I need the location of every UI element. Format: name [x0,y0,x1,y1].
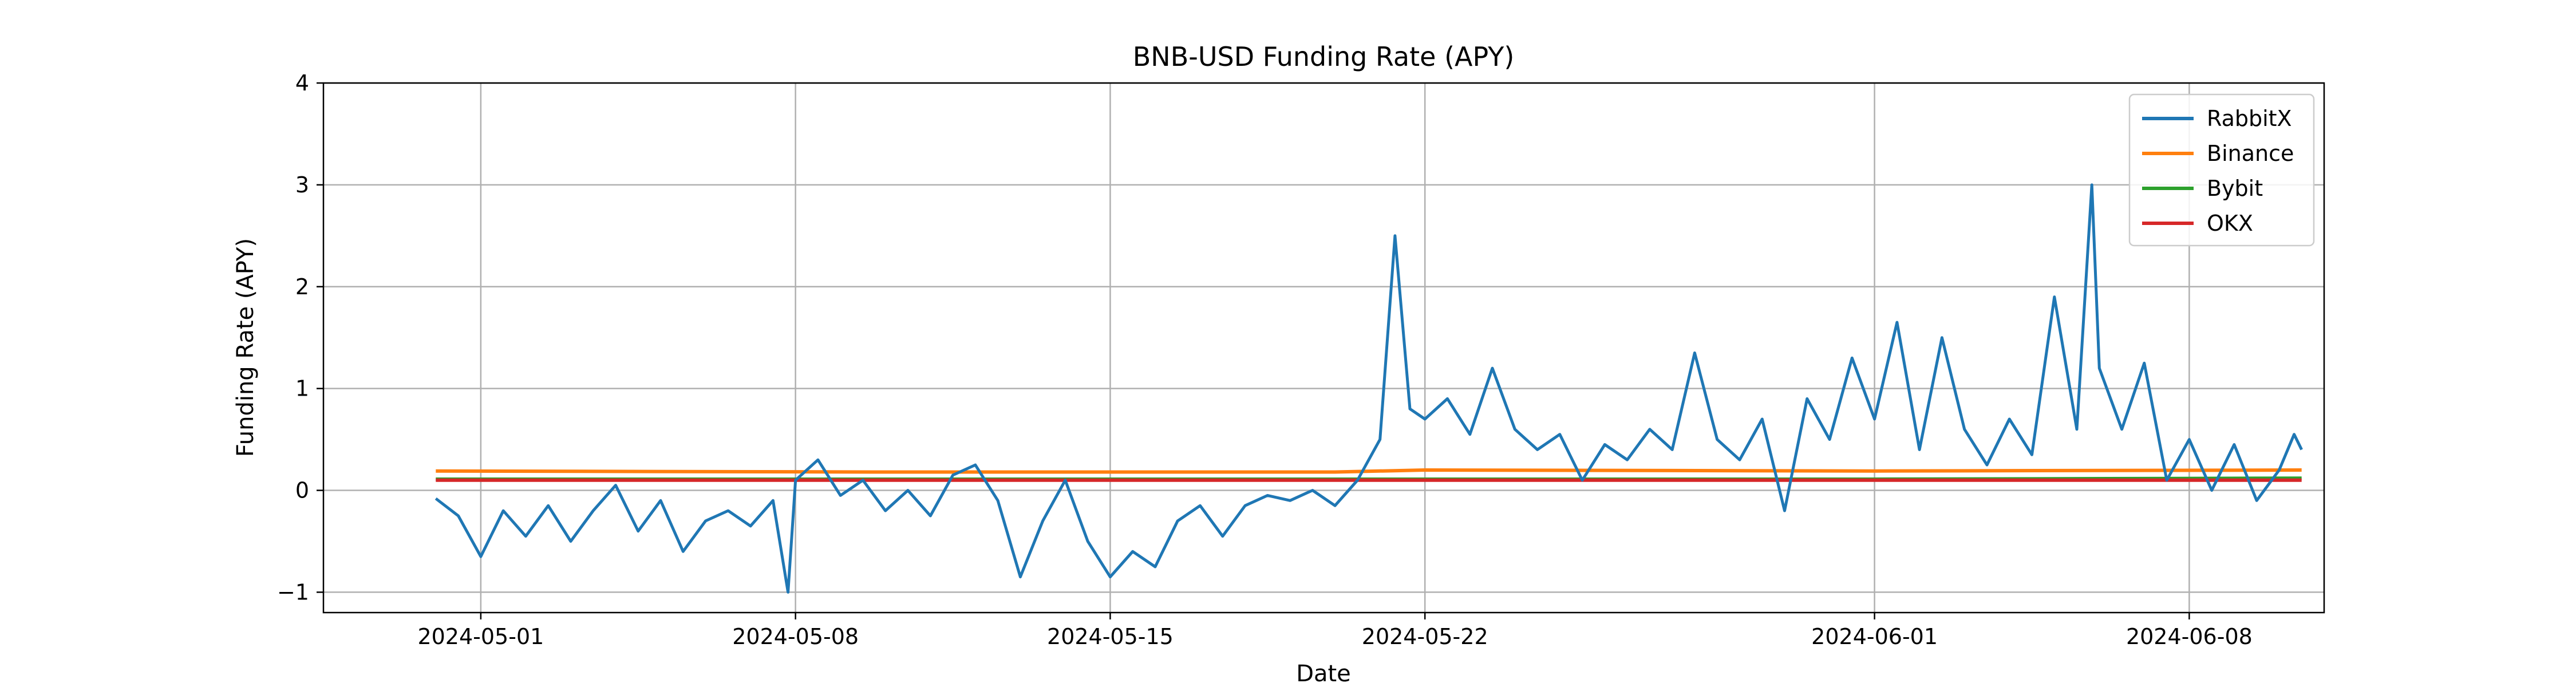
y-tick-label: 4 [295,70,309,96]
x-tick-label: 2024-05-22 [1362,624,1488,649]
y-tick-label: 0 [295,478,309,503]
legend: RabbitX Binance Bybit OKX [2128,93,2315,247]
y-tick-label: 3 [295,172,309,198]
x-tick-label: 2024-05-08 [732,624,859,649]
legend-label: Bybit [2207,176,2263,201]
x-tick-label: 2024-05-01 [417,624,544,649]
x-tick-label: 2024-05-15 [1047,624,1174,649]
legend-label: RabbitX [2207,106,2292,131]
y-axis: −1 0 1 2 3 4 [277,70,323,605]
series-line-rabbitx [434,183,2303,594]
series-line-binance [436,468,2302,474]
x-axis-label: Date [1296,661,1351,687]
legend-box [2128,93,2315,247]
x-tick-label: 2024-06-08 [2126,624,2253,649]
y-tick-label: 1 [295,376,309,401]
y-tick-label: 2 [295,274,309,299]
y-tick-label: −1 [277,579,309,605]
grid-lines [323,82,2324,613]
legend-label: Binance [2207,141,2294,166]
series-layer [434,183,2303,594]
y-axis-label: Funding Rate (APY) [232,238,259,457]
chart-title: BNB-USD Funding Rate (APY) [1133,41,1515,72]
legend-label: OKX [2207,211,2253,236]
x-tick-label: 2024-06-01 [1811,624,1938,649]
plot-area-frame [322,82,2325,614]
x-axis: 2024-05-01 2024-05-08 2024-05-15 2024-05-22… [417,613,2253,649]
